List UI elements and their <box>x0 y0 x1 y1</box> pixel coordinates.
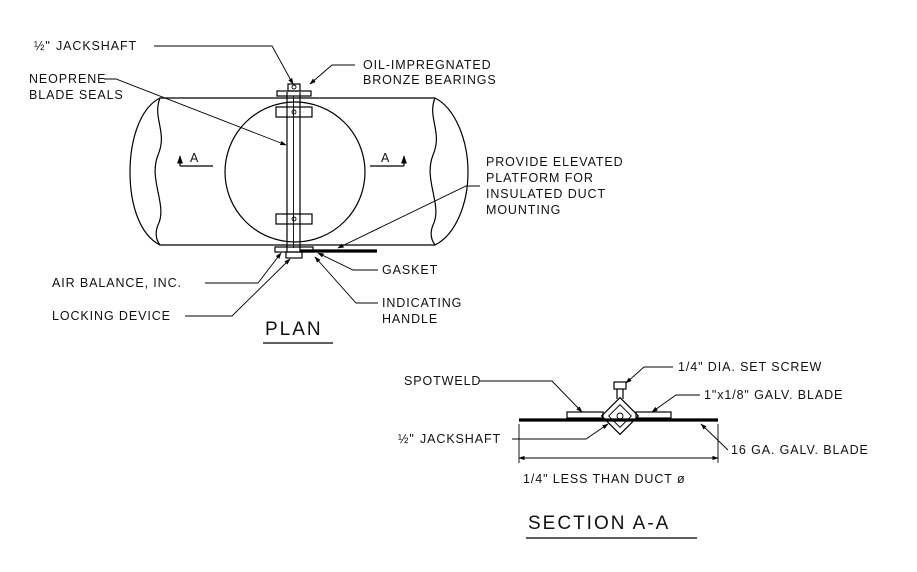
section-1x18-blade-left <box>566 411 604 419</box>
leader-16ga-blade <box>700 423 729 451</box>
top-bearing-nut <box>291 84 297 90</box>
label-jackshaft-prefix: ½" <box>34 39 51 53</box>
label-platform-line2: PLATFORM FOR <box>486 171 594 185</box>
section-mark-right: A <box>381 151 390 165</box>
label-jackshaft: JACKSHAFT <box>56 39 137 53</box>
label-platform-line3: INSULATED DUCT <box>486 187 606 201</box>
damper-blade-circle <box>224 101 366 243</box>
label-bearings-line1: OIL-IMPREGNATED <box>363 58 492 72</box>
set-screw-head <box>613 381 627 390</box>
leader-1x18-blade <box>651 394 700 413</box>
section-title: SECTION A-A <box>528 513 670 534</box>
locking-device-nut <box>285 251 303 259</box>
label-bearings-line2: BRONZE BEARINGS <box>363 73 497 87</box>
label-seals-line1: NEOPRENE <box>29 72 106 86</box>
leader-gasket <box>317 252 378 271</box>
label-platform-line4: MOUNTING <box>486 203 561 217</box>
section-jackshaft-bolt <box>616 412 624 420</box>
leader-jackshaft <box>154 45 294 85</box>
blade-clamp-top <box>275 106 313 118</box>
duct-break-left <box>154 97 162 246</box>
label-set-screw: 1/4" DIA. SET SCREW <box>678 360 822 374</box>
section-view: SPOTWELD 1/4" DIA. SET SCREW 1"x1/8" GAL… <box>398 360 869 539</box>
label-dimension: 1/4" LESS THAN DUCT ø <box>523 472 686 486</box>
clamp-bolt-top <box>291 109 297 115</box>
clamp-bolt-bottom <box>291 216 297 222</box>
leader-set-screw <box>625 366 673 384</box>
leader-air-balance <box>205 252 282 284</box>
section-1x18-blade-right <box>635 411 672 419</box>
label-16ga-blade: 16 GA. GALV. BLADE <box>731 443 869 457</box>
leader-blade-seals <box>104 78 287 146</box>
label-1x18-blade: 1"x1/8" GALV. BLADE <box>704 388 843 402</box>
label-locking-device: LOCKING DEVICE <box>52 309 171 323</box>
label-platform-line1: PROVIDE ELEVATED <box>486 155 624 169</box>
leader-bearings <box>309 64 355 85</box>
leader-section-jackshaft <box>512 423 609 440</box>
label-gasket: GASKET <box>382 263 438 277</box>
label-spotweld: SPOTWELD <box>404 374 481 388</box>
duct-break-right <box>429 97 437 246</box>
leader-platform <box>337 185 480 249</box>
plan-title: PLAN <box>265 319 323 340</box>
label-seals-line2: BLADE SEALS <box>29 88 124 102</box>
leader-indicating-handle <box>314 256 378 304</box>
leader-spotweld <box>479 380 583 413</box>
leader-locking-device <box>185 258 291 317</box>
duct-outline <box>129 97 469 246</box>
blade-clamp-bottom <box>275 213 313 225</box>
top-bearing <box>287 83 301 92</box>
label-section-jackshaft: JACKSHAFT <box>420 432 501 446</box>
plan-view: A A ½" JACKSHAFT OIL-IMPREGNATED BRONZE … <box>29 39 624 344</box>
label-air-balance: AIR BALANCE, INC. <box>52 276 182 290</box>
section-jackshaft-diamond-outer <box>600 396 640 436</box>
label-section-jackshaft-prefix: ½" <box>398 432 415 446</box>
top-bearing-plate <box>276 90 312 97</box>
section-mark-left: A <box>190 151 199 165</box>
label-handle-line2: HANDLE <box>382 312 438 326</box>
section-jackshaft-diamond-inner <box>608 404 632 428</box>
label-handle-line1: INDICATING <box>382 296 462 310</box>
